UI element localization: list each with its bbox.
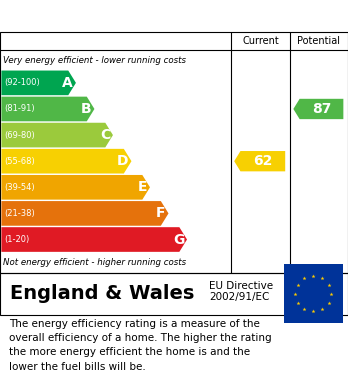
Text: (69-80): (69-80) xyxy=(4,131,35,140)
Text: EU Directive
2002/91/EC: EU Directive 2002/91/EC xyxy=(209,281,273,302)
Text: Current: Current xyxy=(242,36,279,46)
Text: G: G xyxy=(173,233,184,246)
Polygon shape xyxy=(1,97,94,121)
Text: E: E xyxy=(138,180,147,194)
Bar xyxy=(284,264,343,323)
Polygon shape xyxy=(1,149,132,174)
Text: 62: 62 xyxy=(253,154,272,168)
Text: 87: 87 xyxy=(312,102,331,116)
Text: C: C xyxy=(100,128,110,142)
Text: England & Wales: England & Wales xyxy=(10,284,195,303)
Text: Potential: Potential xyxy=(298,36,340,46)
Text: F: F xyxy=(156,206,166,221)
Text: Energy Efficiency Rating: Energy Efficiency Rating xyxy=(10,9,220,23)
Polygon shape xyxy=(1,70,76,95)
Polygon shape xyxy=(1,201,168,226)
Text: (1-20): (1-20) xyxy=(4,235,30,244)
Text: The energy efficiency rating is a measure of the
overall efficiency of a home. T: The energy efficiency rating is a measur… xyxy=(9,319,271,372)
Text: (81-91): (81-91) xyxy=(4,104,35,113)
Text: Not energy efficient - higher running costs: Not energy efficient - higher running co… xyxy=(3,258,187,267)
Text: D: D xyxy=(117,154,129,168)
Polygon shape xyxy=(1,175,150,200)
Text: (21-38): (21-38) xyxy=(4,209,35,218)
Polygon shape xyxy=(1,227,187,252)
Text: (92-100): (92-100) xyxy=(4,78,40,87)
Text: (55-68): (55-68) xyxy=(4,157,35,166)
Text: Very energy efficient - lower running costs: Very energy efficient - lower running co… xyxy=(3,56,187,65)
Polygon shape xyxy=(293,99,343,119)
Polygon shape xyxy=(1,123,113,147)
Text: B: B xyxy=(81,102,92,116)
Text: (39-54): (39-54) xyxy=(4,183,35,192)
Text: A: A xyxy=(62,76,73,90)
Polygon shape xyxy=(234,151,285,171)
